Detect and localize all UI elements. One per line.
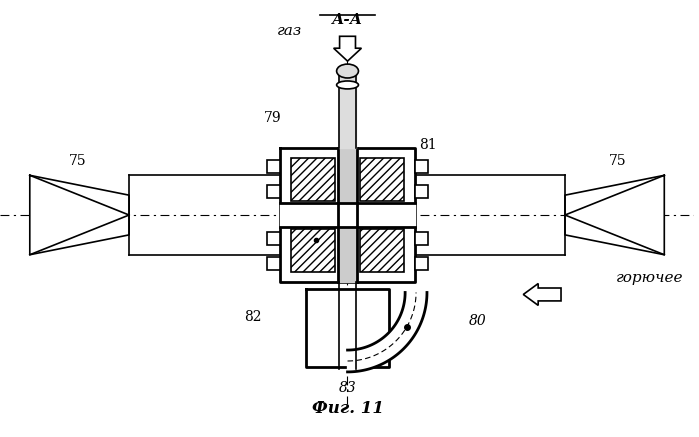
Bar xyxy=(361,229,404,272)
Polygon shape xyxy=(306,289,389,367)
FancyArrow shape xyxy=(524,284,561,305)
Text: горючее: горючее xyxy=(616,271,683,284)
Polygon shape xyxy=(338,149,357,281)
Text: 79: 79 xyxy=(264,111,281,125)
Bar xyxy=(267,185,280,198)
Text: газ: газ xyxy=(278,24,303,38)
Bar xyxy=(267,232,280,245)
Polygon shape xyxy=(565,175,664,255)
Ellipse shape xyxy=(337,81,359,89)
Text: А-А: А-А xyxy=(332,14,363,28)
Text: 81: 81 xyxy=(419,138,437,152)
Polygon shape xyxy=(280,203,415,227)
Bar xyxy=(361,159,404,201)
Polygon shape xyxy=(129,175,565,255)
FancyArrow shape xyxy=(333,36,361,61)
Polygon shape xyxy=(30,175,129,255)
Text: 82: 82 xyxy=(244,310,261,324)
Bar xyxy=(291,229,335,272)
Bar xyxy=(291,159,335,201)
Text: 83: 83 xyxy=(338,381,356,395)
Bar xyxy=(415,160,428,173)
Text: 80: 80 xyxy=(468,314,487,328)
Bar xyxy=(415,257,428,270)
Bar xyxy=(415,232,428,245)
Polygon shape xyxy=(338,71,356,149)
Polygon shape xyxy=(280,149,415,281)
Bar xyxy=(267,257,280,270)
Bar xyxy=(267,160,280,173)
Bar xyxy=(415,185,428,198)
Text: Фиг. 11: Фиг. 11 xyxy=(312,399,384,416)
Polygon shape xyxy=(347,292,427,372)
Text: 75: 75 xyxy=(69,154,86,168)
Text: 75: 75 xyxy=(609,154,626,168)
Ellipse shape xyxy=(337,64,359,78)
